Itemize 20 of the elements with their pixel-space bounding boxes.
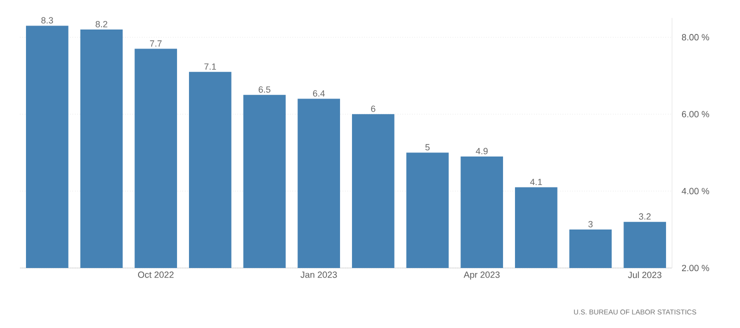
data-label: 6 — [371, 106, 376, 112]
data-label: 3.2 — [638, 213, 651, 220]
y-tick-label: 2.00 % — [682, 264, 710, 272]
y-tick-label: 6.00 % — [682, 110, 710, 118]
x-tick-label: Jul 2023 — [628, 272, 662, 278]
x-tick-label: Apr 2023 — [464, 272, 500, 280]
data-label: 5 — [425, 144, 430, 150]
data-label: 7.1 — [204, 63, 216, 70]
data-label: 7.7 — [150, 40, 162, 47]
data-label: 3 — [588, 220, 593, 228]
data-label: 8.3 — [41, 17, 54, 24]
data-label: 6.5 — [258, 86, 270, 93]
x-tick-label: Jan 2023 — [300, 272, 337, 278]
data-label: 4.1 — [530, 178, 542, 186]
data-label: 6.4 — [313, 90, 325, 97]
x-tick-label: Oct 2022 — [138, 272, 174, 278]
y-tick-label: 4.00 % — [682, 188, 710, 194]
data-label: 8.2 — [96, 20, 108, 28]
data-label: 4.9 — [476, 148, 488, 154]
y-tick-label: 8.00 % — [682, 34, 710, 40]
